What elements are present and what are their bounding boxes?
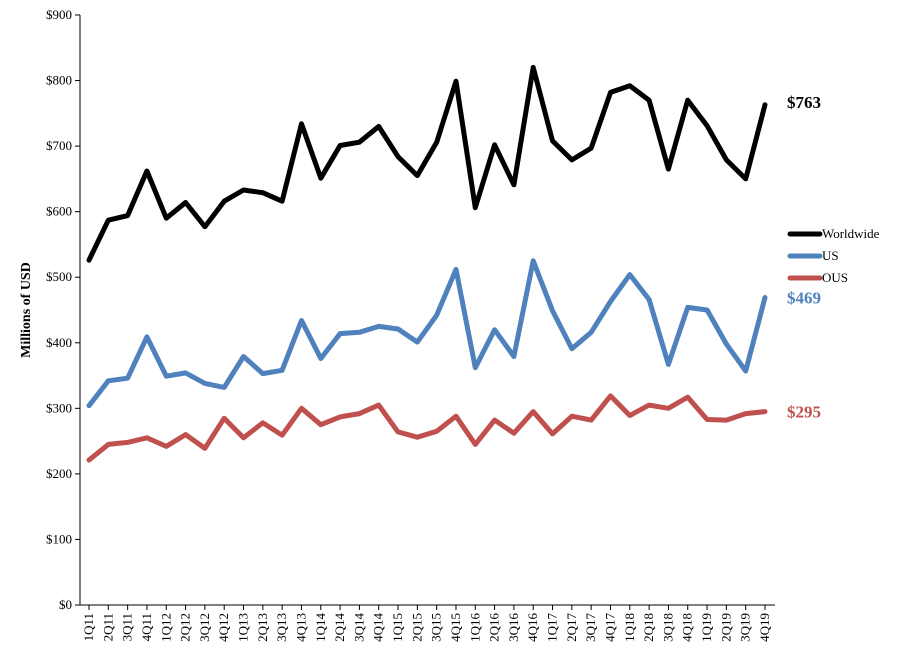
x-tick-label: 1Q14 [313,613,328,642]
x-tick-label: 3Q14 [351,613,366,642]
y-tick-label: $0 [59,597,72,612]
end-value-label-ous: $295 [787,403,821,422]
x-tick-label: 2Q16 [487,613,502,642]
x-tick-label: 4Q11 [139,613,154,641]
axes: $0 $100 $200 $300 $400 $500 $600 $700 $800 $900 1Q… [46,7,775,642]
legend-label: OUS [822,270,848,285]
y-tick-label: $600 [46,204,72,219]
x-tick-label: 4Q16 [525,613,540,642]
x-tick-label: 1Q15 [390,613,405,642]
y-tick-label: $900 [46,7,72,22]
series-line-worldwide [86,64,768,263]
y-tick-label: $700 [46,138,72,153]
y-axis-label: Millions of USD [19,262,34,358]
x-tick-label: 3Q15 [429,613,444,642]
legend: Worldwide US OUS [787,226,880,285]
legend-label: US [822,248,839,263]
x-tick-label: 1Q12 [158,613,173,642]
x-tick-label: 4Q19 [757,613,772,642]
y-tick-label: $300 [46,400,72,415]
x-tick-label: 1Q13 [236,613,251,642]
x-tick-label: 1Q19 [699,613,714,642]
x-tick-label: 3Q19 [738,613,753,642]
y-tick-label: $200 [46,466,72,481]
x-tick-label: 1Q16 [467,613,482,642]
x-tick-label: 4Q18 [680,613,695,642]
x-tick-label: 3Q13 [274,613,289,642]
x-tick-label: 2Q17 [564,613,579,642]
x-tick-label: 2Q15 [409,613,424,642]
x-tick-label: 2Q19 [718,613,733,642]
legend-label: Worldwide [822,226,880,241]
x-tick-label: 3Q11 [120,613,135,641]
x-tick-label: 1Q17 [545,613,560,642]
x-tick-label: 4Q12 [216,613,231,642]
x-tick-label: 2Q13 [255,613,270,642]
series-line-us [86,258,768,409]
y-tick-label: $400 [46,335,72,350]
x-tick-label: 4Q14 [371,613,386,642]
x-tick-label: 1Q11 [81,613,96,641]
series-layer: $763 $469 $295 [86,64,821,463]
x-tick-label: 2Q12 [178,613,193,642]
x-tick-label: 1Q18 [622,613,637,642]
y-tick-label: $800 [46,73,72,88]
x-tick-label: 2Q18 [641,613,656,642]
x-tick-label: 3Q17 [583,613,598,642]
end-value-label-us: $469 [787,289,821,308]
series-line-ous [86,393,768,463]
end-value-label-worldwide: $763 [787,93,821,112]
x-tick-label: 3Q18 [660,613,675,642]
x-tick-label: 3Q16 [506,613,521,642]
x-tick-label: 4Q15 [448,613,463,642]
x-tick-label: 4Q17 [602,613,617,642]
y-tick-label: $500 [46,269,72,284]
x-tick-label: 2Q14 [332,613,347,642]
x-tick-label: 2Q11 [100,613,115,641]
y-tick-label: $100 [46,531,72,546]
x-tick-label: 3Q12 [197,613,212,642]
x-tick-label: 4Q13 [293,613,308,642]
